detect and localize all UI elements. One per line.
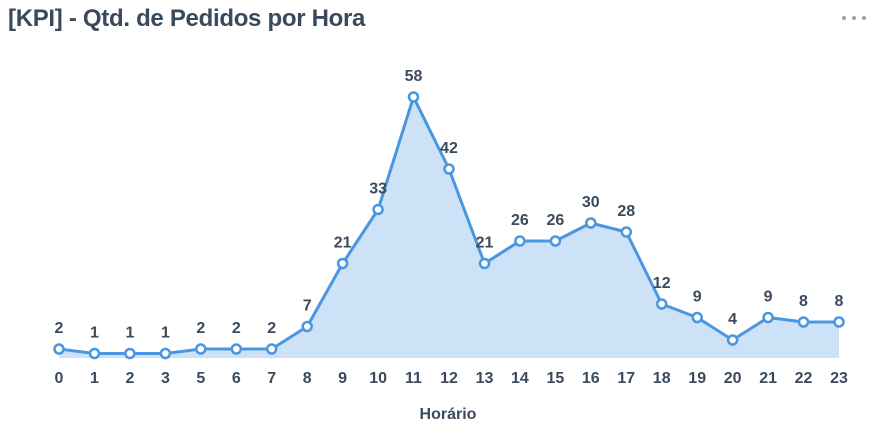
x-tick-label: 14 (511, 370, 529, 387)
data-point[interactable] (585, 217, 597, 229)
data-point[interactable] (762, 311, 774, 324)
x-tick-label: 5 (196, 370, 205, 387)
data-point[interactable] (726, 334, 739, 346)
more-dot (852, 16, 856, 20)
data-point[interactable] (265, 343, 278, 355)
data-label: 1 (125, 325, 134, 342)
data-point[interactable] (372, 203, 384, 216)
x-tick-label: 2 (125, 370, 134, 387)
x-tick-label: 12 (440, 370, 458, 387)
data-label: 21 (334, 235, 352, 252)
x-tick-label: 16 (582, 370, 600, 387)
data-label: 42 (440, 140, 458, 157)
data-point[interactable] (195, 343, 207, 355)
x-axis-ticks: 0 1 2 3 5 6 7 8 9 10 11 12 13 14 15 16 17 18 19 20 21 22 23 (55, 370, 848, 387)
data-point[interactable] (336, 257, 349, 270)
data-point[interactable] (833, 316, 845, 328)
x-tick-label: 10 (369, 370, 387, 387)
data-label: 1 (161, 325, 170, 342)
data-label: 8 (835, 293, 844, 310)
data-label: 12 (653, 275, 671, 292)
data-markers (53, 91, 845, 360)
x-tick-label: 23 (830, 370, 848, 387)
data-point[interactable] (159, 347, 172, 360)
x-tick-label: 22 (795, 370, 813, 387)
data-label: 33 (369, 181, 387, 198)
data-label: 1 (90, 325, 99, 342)
data-label: 7 (303, 298, 312, 315)
data-point[interactable] (620, 226, 633, 238)
data-point[interactable] (655, 298, 668, 310)
more-dot (862, 16, 866, 20)
x-tick-label: 9 (338, 370, 347, 387)
x-tick-label: 1 (90, 370, 99, 387)
data-point[interactable] (53, 343, 65, 355)
x-tick-label: 20 (724, 370, 742, 387)
data-label: 58 (405, 68, 423, 85)
data-label: 28 (617, 203, 635, 220)
x-tick-label: 8 (303, 370, 312, 387)
data-label: 21 (476, 235, 494, 252)
x-tick-label: 3 (161, 370, 170, 387)
more-options-icon[interactable] (842, 10, 866, 26)
chart-title: [KPI] - Qtd. de Pedidos por Hora (8, 5, 366, 32)
data-label: 2 (55, 320, 64, 337)
x-tick-label: 17 (617, 370, 635, 387)
x-tick-label: 7 (267, 370, 276, 387)
data-point[interactable] (88, 347, 101, 360)
data-label: 9 (764, 289, 773, 306)
data-point[interactable] (797, 316, 810, 328)
data-point[interactable] (301, 320, 313, 333)
data-label: 30 (582, 194, 600, 211)
x-tick-label: 6 (232, 370, 241, 387)
more-dot (842, 16, 846, 20)
data-label: 26 (511, 212, 529, 229)
x-tick-label: 18 (653, 370, 671, 387)
data-point[interactable] (124, 347, 136, 360)
x-tick-label: 13 (476, 370, 494, 387)
data-label: 9 (693, 289, 702, 306)
x-tick-label: 0 (55, 370, 64, 387)
data-point[interactable] (443, 163, 455, 175)
x-tick-label: 21 (759, 370, 777, 387)
data-label: 26 (547, 212, 565, 229)
data-label: 4 (728, 311, 737, 328)
x-tick-label: 11 (405, 370, 422, 387)
data-label: 2 (267, 320, 276, 337)
x-tick-label: 15 (547, 370, 565, 387)
data-point[interactable] (230, 343, 243, 355)
data-label: 2 (196, 320, 205, 337)
data-point[interactable] (407, 91, 420, 103)
area-fill (59, 97, 839, 358)
x-axis-title: Horário (420, 406, 477, 423)
data-point[interactable] (514, 235, 526, 247)
data-label: 8 (799, 293, 808, 310)
data-point[interactable] (549, 235, 562, 247)
data-point[interactable] (478, 257, 491, 270)
x-tick-label: 19 (688, 370, 706, 387)
data-point[interactable] (691, 311, 703, 324)
data-label: 2 (232, 320, 241, 337)
